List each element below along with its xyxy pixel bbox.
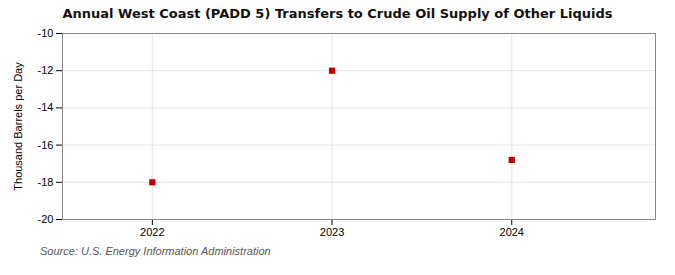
svg-text:2022: 2022	[140, 226, 164, 238]
svg-text:-18: -18	[38, 176, 54, 188]
html-text:Source: U.S. Energy Informatio: Source: U.S. Energy Information Administ…	[40, 245, 271, 257]
svg-text:-20: -20	[38, 213, 54, 225]
svg-text:2024: 2024	[500, 226, 524, 238]
svg-text:-10: -10	[38, 27, 54, 39]
svg-text:Thousand Barrels per Day: Thousand Barrels per Day	[12, 62, 24, 191]
html-text:Annual West Coast (PADD 5) Tra: Annual West Coast (PADD 5) Transfers to …	[62, 6, 613, 21]
svg-text:-12: -12	[38, 64, 54, 76]
svg-text:2023: 2023	[320, 226, 344, 238]
svg-text:-16: -16	[38, 139, 54, 151]
svg-text:-14: -14	[38, 101, 54, 113]
